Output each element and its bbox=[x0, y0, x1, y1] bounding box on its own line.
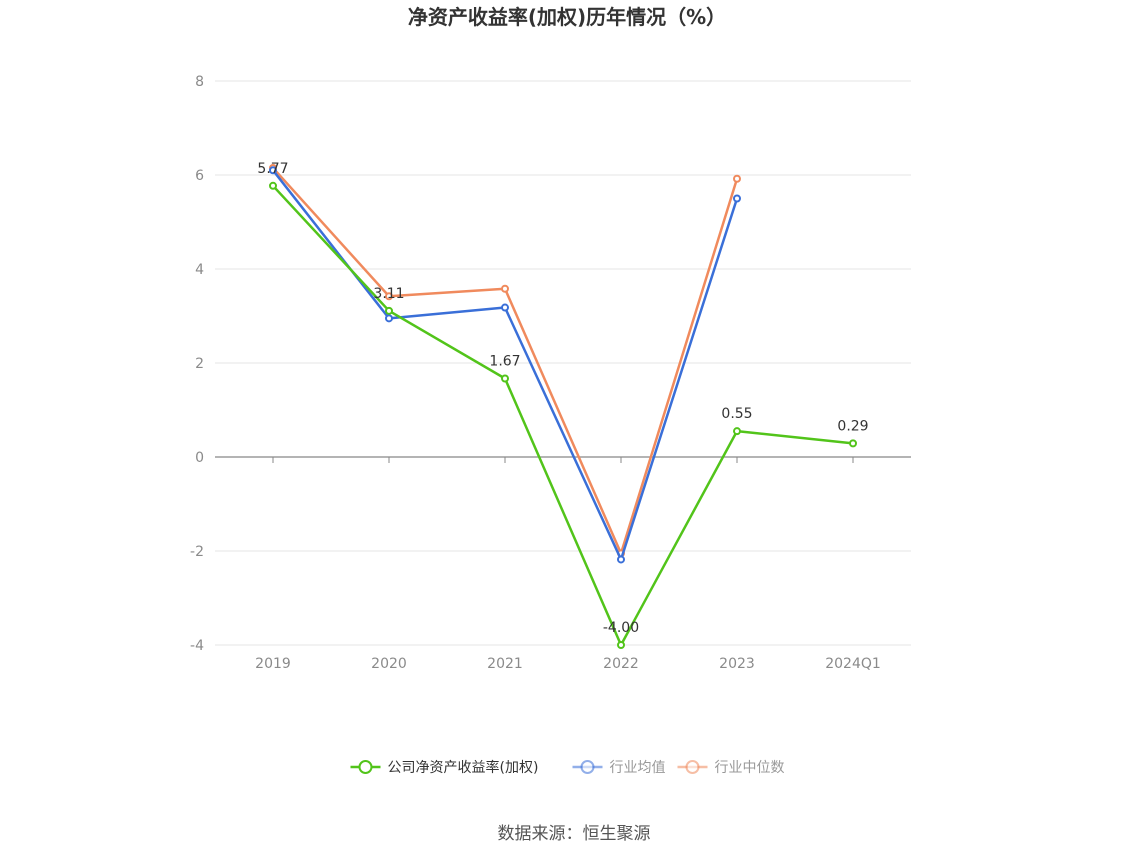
data-label: 0.29 bbox=[837, 418, 868, 434]
x-axis: 2019 2020 2021 2022 2023 2024Q1 bbox=[215, 456, 911, 672]
y-tick-label: 4 bbox=[195, 262, 204, 278]
legend-label: 公司净资产收益率(加权) bbox=[388, 759, 539, 776]
data-label: 5.77 bbox=[257, 161, 288, 177]
data-point[interactable] bbox=[501, 303, 509, 312]
y-tick-label: 6 bbox=[195, 168, 204, 184]
chart-title: 净资产收益率(加权)历年情况（%） bbox=[408, 5, 726, 29]
data-label: 3.11 bbox=[373, 286, 404, 302]
x-tick-label: 2019 bbox=[255, 656, 291, 672]
y-axis-ticks: 8 6 4 2 0 -2 -4 bbox=[190, 74, 204, 654]
x-tick-label: 2024Q1 bbox=[825, 656, 881, 672]
data-point[interactable] bbox=[733, 174, 741, 183]
legend[interactable]: 公司净资产收益率(加权) 行业均值 行业中位数 bbox=[350, 759, 785, 776]
grid-lines bbox=[215, 80, 911, 646]
data-point[interactable] bbox=[385, 306, 393, 315]
x-tick-label: 2020 bbox=[371, 656, 407, 672]
data-label: 1.67 bbox=[489, 354, 520, 370]
legend-label: 行业均值 bbox=[610, 760, 666, 776]
series-group bbox=[269, 163, 857, 649]
data-point[interactable] bbox=[269, 181, 277, 190]
y-tick-label: 0 bbox=[195, 450, 204, 466]
data-point[interactable] bbox=[269, 166, 277, 175]
data-point[interactable] bbox=[733, 427, 741, 436]
data-point[interactable] bbox=[385, 292, 393, 301]
legend-item-1[interactable]: 行业均值 bbox=[572, 760, 666, 776]
series-line-0 bbox=[272, 184, 854, 647]
data-labels: 5.77 3.11 1.67 -4.00 0.55 0.29 bbox=[257, 161, 868, 636]
y-tick-label: 2 bbox=[195, 356, 204, 372]
legend-swatch-marker bbox=[580, 760, 595, 774]
data-point[interactable] bbox=[385, 314, 393, 323]
x-tick-label: 2022 bbox=[603, 656, 639, 672]
x-tick-label: 2023 bbox=[719, 656, 755, 672]
data-point[interactable] bbox=[733, 194, 741, 203]
legend-swatch-marker bbox=[685, 760, 700, 774]
data-point[interactable] bbox=[617, 555, 625, 564]
legend-label: 行业中位数 bbox=[715, 760, 785, 776]
data-point[interactable] bbox=[617, 641, 625, 649]
legend-item-2[interactable]: 行业中位数 bbox=[677, 760, 785, 776]
source-note: 数据来源：恒生聚源 bbox=[498, 824, 651, 844]
legend-item-0[interactable]: 公司净资产收益率(加权) bbox=[350, 759, 539, 776]
data-point[interactable] bbox=[501, 374, 509, 383]
y-tick-label: 8 bbox=[195, 74, 204, 90]
x-tick-label: 2021 bbox=[487, 656, 523, 672]
y-tick-label: -2 bbox=[190, 544, 204, 560]
data-point[interactable] bbox=[501, 284, 509, 293]
data-label: 0.55 bbox=[721, 406, 752, 422]
data-point[interactable] bbox=[849, 439, 857, 448]
legend-swatch-marker bbox=[358, 760, 373, 774]
y-tick-label: -4 bbox=[190, 638, 204, 654]
data-label: -4.00 bbox=[603, 620, 639, 636]
